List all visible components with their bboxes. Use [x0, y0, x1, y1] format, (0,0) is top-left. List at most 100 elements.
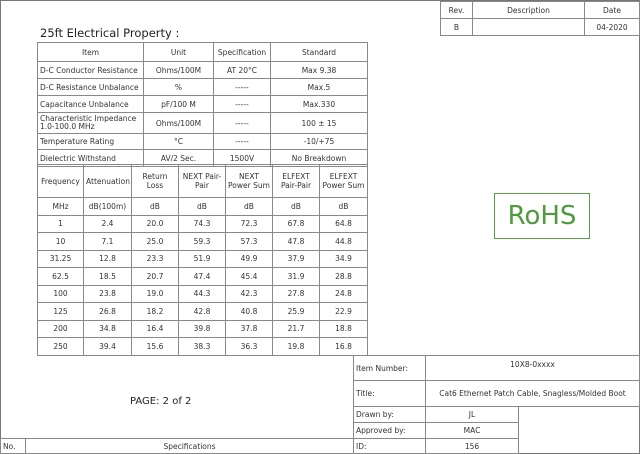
- data-cell: 250: [37, 337, 84, 356]
- table-row: Characteristic Impedance 1.0-100.0 MHz Oh…: [37, 112, 368, 134]
- data-cell: 74.3: [178, 214, 226, 233]
- header-item: Item: [37, 42, 144, 62]
- column-header: ELFEXT Pair-Pair: [272, 164, 320, 198]
- column-header: NEXT Pair-Pair: [178, 164, 226, 198]
- data-cell: 20.0: [131, 214, 179, 233]
- standard-cell: Max.330: [270, 95, 368, 113]
- title-block: Item Number: 10X8-0xxxx Title: Cat6 Ethern…: [353, 355, 640, 454]
- unit-header: MHz: [37, 197, 84, 216]
- date-header: Date: [584, 1, 640, 19]
- data-cell: 57.3: [225, 232, 273, 251]
- column-header: Return Loss: [131, 164, 179, 198]
- item-cell: D-C Conductor Resistance: [37, 61, 144, 79]
- specifications-label: Specifications: [25, 438, 354, 454]
- data-cell: 19.8: [272, 337, 320, 356]
- standard-cell: Max.5: [270, 78, 368, 96]
- standard-cell: -10/+75: [270, 133, 368, 150]
- data-cell: 47.4: [178, 267, 226, 286]
- id-value: 156: [425, 438, 519, 454]
- specification-cell: -----: [213, 133, 271, 150]
- data-cell: 47.8: [272, 232, 320, 251]
- unit-header: dB: [225, 197, 273, 216]
- data-cell: 49.9: [225, 249, 273, 268]
- data-cell: 21.7: [272, 319, 320, 338]
- rev-value: B: [440, 18, 473, 36]
- data-cell: 7.1: [83, 232, 132, 251]
- data-cell: 18.5: [83, 267, 132, 286]
- data-cell: 2.4: [83, 214, 132, 233]
- unit-header: dB: [272, 197, 320, 216]
- no-label: No.: [0, 438, 26, 454]
- data-cell: 51.9: [178, 249, 226, 268]
- data-cell: 45.4: [225, 267, 273, 286]
- data-cell: 23.3: [131, 249, 179, 268]
- title-value: Cat6 Ethernet Patch Cable, Snagless/Mold…: [425, 380, 640, 407]
- data-cell: 44.3: [178, 284, 226, 303]
- unit-header: dB: [131, 197, 179, 216]
- table-row: 1 2.4 20.0 74.3 72.3 67.8 64.8: [37, 214, 368, 233]
- data-cell: 15.6: [131, 337, 179, 356]
- data-cell: 64.8: [319, 214, 368, 233]
- data-cell: 38.3: [178, 337, 226, 356]
- page-number: PAGE: 2 of 2: [130, 396, 192, 407]
- column-header: Attenuation: [83, 164, 132, 198]
- unit-cell: °C: [143, 133, 214, 150]
- data-cell: 42.3: [225, 284, 273, 303]
- data-cell: 26.8: [83, 302, 132, 321]
- data-cell: 20.7: [131, 267, 179, 286]
- id-label: ID:: [353, 438, 426, 454]
- data-cell: 40.8: [225, 302, 273, 321]
- unit-cell: Ohms/100M: [143, 61, 214, 79]
- data-cell: 28.8: [319, 267, 368, 286]
- header-specification: Specification: [213, 42, 271, 62]
- data-cell: 37.9: [272, 249, 320, 268]
- specification-cell: AT 20°C: [213, 61, 271, 79]
- table-row: 62.5 18.5 20.7 47.4 45.4 31.9 28.8: [37, 267, 368, 286]
- data-cell: 22.9: [319, 302, 368, 321]
- table-row: 125 26.8 18.2 42.8 40.8 25.9 22.9: [37, 302, 368, 321]
- table-row: 100 23.8 19.0 44.3 42.3 27.8 24.8: [37, 284, 368, 303]
- specification-cell: -----: [213, 112, 271, 134]
- data-cell: 31.25: [37, 249, 84, 268]
- data-cell: 100: [37, 284, 84, 303]
- data-cell: 67.8: [272, 214, 320, 233]
- data-cell: 31.9: [272, 267, 320, 286]
- data-cell: 59.3: [178, 232, 226, 251]
- data-cell: 34.8: [83, 319, 132, 338]
- column-header: Frequency: [37, 164, 84, 198]
- title-label: Title:: [353, 380, 426, 407]
- data-cell: 39.8: [178, 319, 226, 338]
- data-cell: 72.3: [225, 214, 273, 233]
- table-row: Temperature Rating °C ----- -10/+75: [37, 133, 368, 150]
- description-header: Description: [472, 1, 585, 19]
- standard-cell: Max 9.38: [270, 61, 368, 79]
- specification-cell: -----: [213, 78, 271, 96]
- specification-cell: -----: [213, 95, 271, 113]
- section-title: 25ft Electrical Property :: [40, 26, 180, 40]
- item-number-value: 10X8-0xxxx: [425, 355, 640, 381]
- column-header: NEXT Power Sum: [225, 164, 273, 198]
- data-cell: 23.8: [83, 284, 132, 303]
- approved-by-value: MAC: [425, 422, 519, 439]
- rohs-logo: RoHS: [494, 193, 590, 239]
- data-cell: 34.9: [319, 249, 368, 268]
- table-row: Dielectric Withstand AV/2 Sec. 1500V No Bre…: [37, 149, 368, 167]
- rev-header: Rev.: [440, 1, 473, 19]
- data-cell: 44.8: [319, 232, 368, 251]
- data-cell: 37.8: [225, 319, 273, 338]
- data-cell: 19.0: [131, 284, 179, 303]
- data-cell: 10: [37, 232, 84, 251]
- data-cell: 27.8: [272, 284, 320, 303]
- data-cell: 42.8: [178, 302, 226, 321]
- item-cell: D-C Resistance Unbalance: [37, 78, 144, 96]
- unit-header: dB: [178, 197, 226, 216]
- data-cell: 12.8: [83, 249, 132, 268]
- table-row: Capacitance Unbalance pF/100 M ----- Max.33…: [37, 95, 368, 113]
- unit-header: dB(100m): [83, 197, 132, 216]
- data-cell: 16.4: [131, 319, 179, 338]
- drawn-by-value: JL: [425, 406, 519, 423]
- blank-cell: [518, 406, 640, 454]
- table-row: 250 39.4 15.6 38.3 36.3 19.8 16.8: [37, 337, 368, 356]
- date-value: 04-2020: [584, 18, 640, 36]
- table-row: 10 7.1 25.0 59.3 57.3 47.8 44.8: [37, 232, 368, 251]
